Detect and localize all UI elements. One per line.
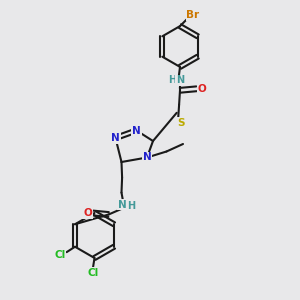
Text: O: O — [197, 84, 206, 94]
Text: N: N — [111, 133, 120, 143]
Text: Br: Br — [186, 10, 200, 20]
Text: N: N — [132, 125, 141, 136]
Text: N: N — [118, 200, 127, 210]
Text: Cl: Cl — [87, 268, 99, 278]
Text: N: N — [142, 152, 152, 163]
Text: H: H — [127, 201, 136, 212]
Text: S: S — [178, 118, 185, 128]
Text: O: O — [83, 208, 92, 218]
Text: N: N — [176, 75, 184, 85]
Text: H: H — [168, 75, 176, 85]
Text: Cl: Cl — [54, 250, 66, 260]
